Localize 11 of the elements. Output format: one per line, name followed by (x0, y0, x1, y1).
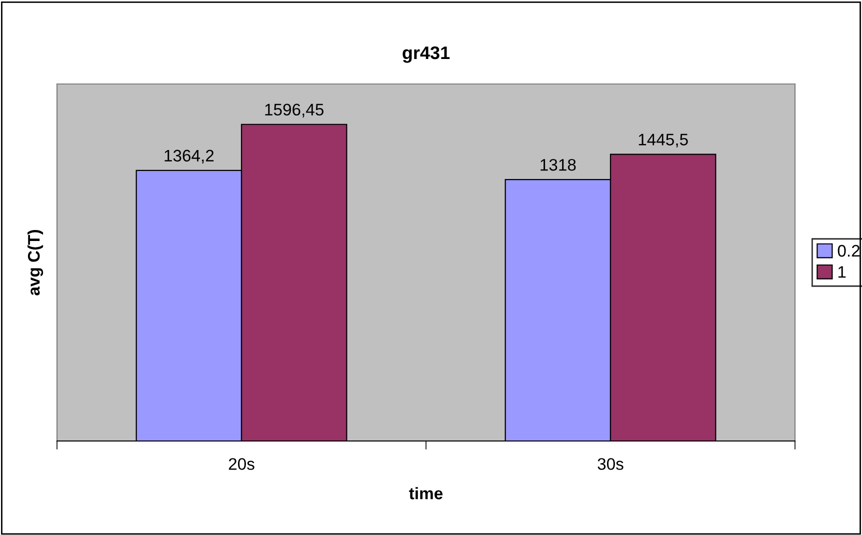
data-label: 1445,5 (638, 134, 688, 148)
data-label: 1318 (540, 158, 576, 171)
data-label: 1364,2 (164, 150, 214, 164)
x-axis-title: time (409, 487, 443, 500)
y-axis-title: avg C(T) (28, 230, 44, 296)
x-tick-label: 30s (598, 458, 624, 470)
legend-label: 1 (838, 266, 846, 278)
legend-label: 0.2 (838, 244, 860, 257)
data-label: 1596,45 (265, 104, 324, 118)
x-tick-label: 20s (228, 458, 254, 470)
chart-title: gr431 (402, 46, 450, 63)
